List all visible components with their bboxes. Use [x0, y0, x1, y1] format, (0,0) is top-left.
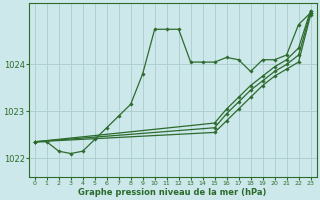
X-axis label: Graphe pression niveau de la mer (hPa): Graphe pression niveau de la mer (hPa)	[78, 188, 267, 197]
